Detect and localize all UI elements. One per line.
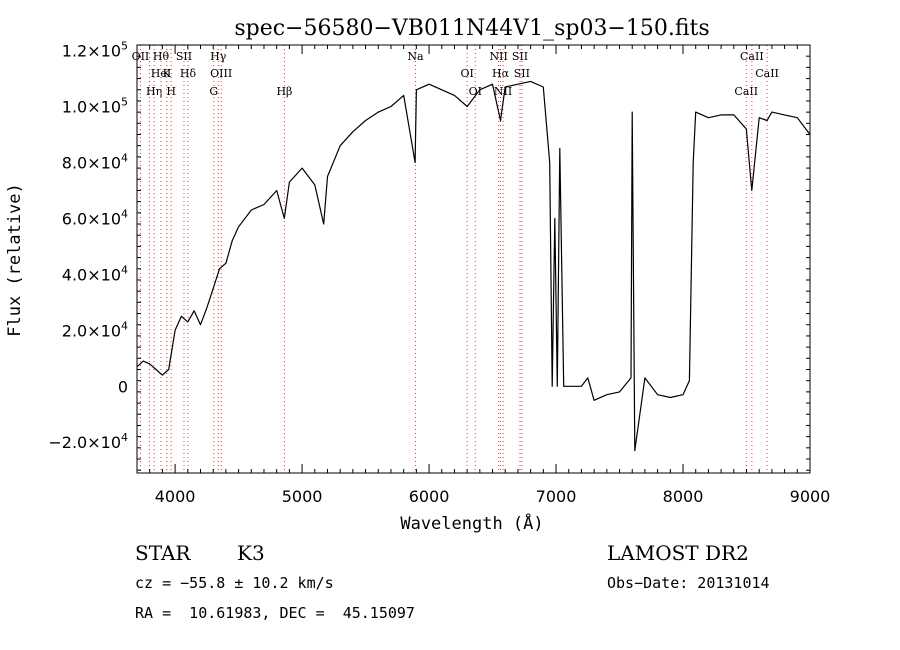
line-marker-label: OIII: [210, 67, 232, 80]
line-marker-label: CaII: [734, 85, 758, 98]
plot-frame: [136, 44, 811, 474]
redshift-velocity: cz = −55.8 ± 10.2 km/s: [135, 574, 334, 592]
y-tick-label: −2.0×104: [48, 431, 128, 452]
x-tick-label: 5000: [282, 487, 323, 506]
y-tick-label: 4.0×104: [62, 263, 128, 284]
x-tick-label: 8000: [663, 487, 704, 506]
x-tick-label: 7000: [536, 487, 577, 506]
sky-coordinates: RA = 10.61983, DEC = 45.15097: [135, 604, 415, 622]
y-axis-label: Flux (relative): [5, 183, 25, 337]
line-marker-label: Hθ: [153, 50, 170, 63]
line-marker-label: CaII: [755, 67, 779, 80]
line-marker-label: SII: [176, 50, 192, 63]
line-marker-label: Hβ: [276, 85, 292, 98]
y-tick-label: 6.0×104: [62, 207, 128, 228]
line-marker-label: Hη: [146, 85, 162, 98]
line-marker-label: Hδ: [180, 67, 197, 80]
line-marker-label: HeI: [151, 67, 171, 80]
spectral-subclass: K3: [237, 541, 265, 565]
survey-name: LAMOST DR2: [607, 541, 749, 565]
chart-title: spec−56580−VB011N44V1_sp03−150.fits: [234, 16, 709, 41]
x-tick-labels: 4000 5000 6000 7000 8000 9000: [155, 487, 831, 506]
line-marker-label: Hα: [492, 67, 510, 80]
line-marker-label: CaII: [740, 50, 764, 63]
axis-ticks: [136, 45, 811, 473]
x-axis-label: Wavelength (Å): [400, 512, 543, 534]
line-marker-label: Hγ: [210, 50, 227, 63]
line-marker-label: SII: [512, 50, 528, 63]
line-marker-label: K: [163, 67, 172, 80]
observation-date: Obs−Date: 20131014: [607, 574, 770, 592]
object-class: STAR: [135, 541, 191, 565]
line-marker-label: Na: [407, 50, 424, 63]
y-tick-label: 2.0×104: [62, 319, 128, 340]
y-tick-label: 8.0×104: [62, 151, 128, 172]
y-tick-label: 1.2×105: [62, 40, 128, 61]
y-tick-labels: −2.0×104 0 2.0×104 4.0×104 6.0×104 8.0×104 1.0…: [48, 40, 128, 453]
line-marker-label: NII: [494, 85, 512, 98]
y-tick-label: 0: [118, 377, 128, 396]
spectrum-series: [136, 80, 811, 452]
x-tick-label: 4000: [155, 487, 196, 506]
line-marker-label: G: [209, 85, 218, 98]
line-marker-label: OI: [469, 85, 482, 98]
line-marker-label: NII: [489, 50, 507, 63]
spectrum-line: [136, 80, 811, 452]
spectral-line-markers: OIIHηHθHeIKHSIIHδGHγOIIIHβNaOIOINIIHαNII…: [132, 45, 779, 473]
line-marker-label: H: [166, 85, 176, 98]
line-marker-label: SII: [514, 67, 530, 80]
line-marker-label: OI: [460, 67, 473, 80]
x-tick-label: 6000: [409, 487, 450, 506]
y-tick-label: 1.0×105: [62, 96, 128, 117]
x-tick-label: 9000: [790, 487, 831, 506]
